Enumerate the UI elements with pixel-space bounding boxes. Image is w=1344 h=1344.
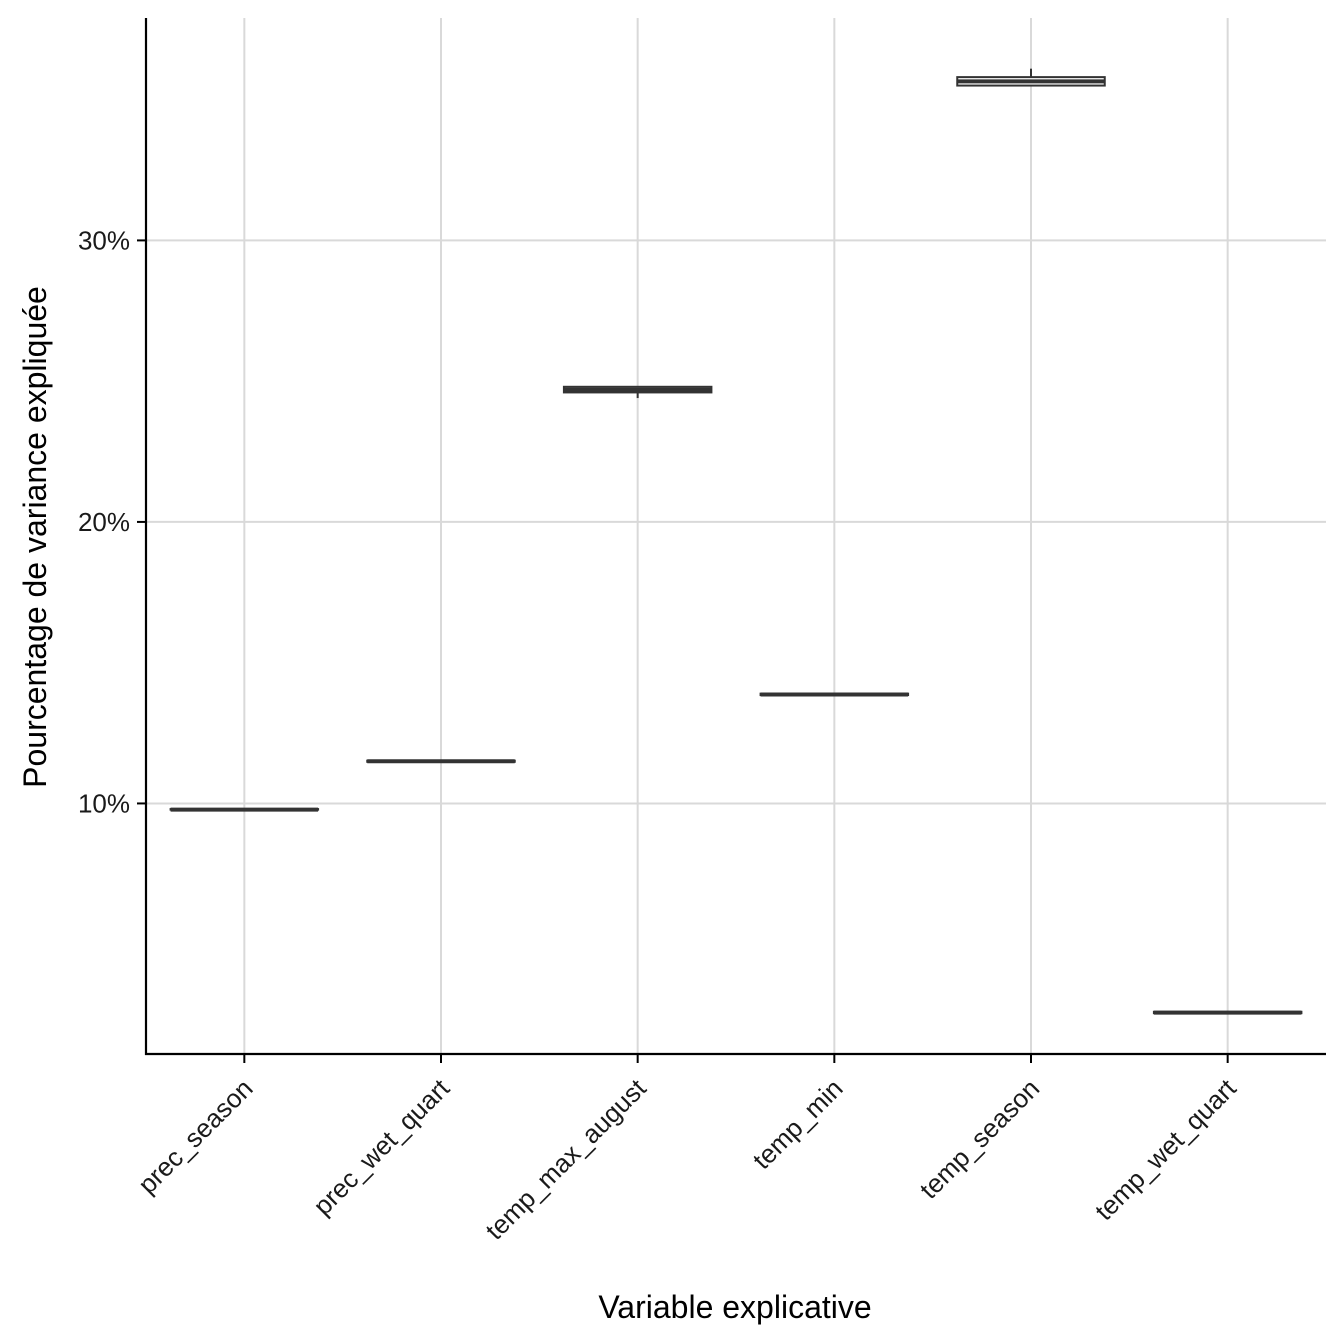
box-prec_wet_quart: [366, 759, 516, 764]
x-axis-title: Variable explicative: [598, 1289, 871, 1325]
box-layer: [169, 68, 1303, 1015]
x-tick-label: temp_wet_quart: [1089, 1072, 1243, 1226]
box-temp_max_august: [562, 385, 713, 399]
box-temp_season: [956, 68, 1106, 87]
axis-layer: 10%20%30%prec_season prec_wet_quart temp_m…: [78, 18, 1326, 1245]
x-tick-label: temp_min: [747, 1073, 849, 1175]
y-axis-title: Pourcentage de variance expliquée: [17, 286, 53, 788]
x-tick-label: temp_season: [914, 1073, 1046, 1205]
y-tick-label: 10%: [78, 788, 130, 818]
grid-layer: [146, 18, 1326, 1054]
y-tick-label: 30%: [78, 225, 130, 255]
x-tick-label: prec_wet_quart: [307, 1072, 455, 1220]
box-temp_min: [759, 692, 910, 697]
box-prec_season: [169, 807, 320, 812]
x-tick-label: temp_max_august: [479, 1072, 652, 1245]
box-temp_wet_quart: [1152, 1010, 1303, 1015]
x-tick-label: prec_season: [132, 1073, 258, 1199]
y-tick-label: 20%: [78, 507, 130, 537]
